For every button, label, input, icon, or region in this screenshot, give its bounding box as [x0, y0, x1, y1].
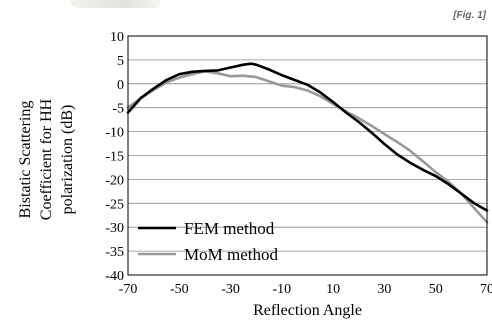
x-tick-label: -70 — [119, 282, 138, 297]
y-axis-label-line: Coefficient for HH — [38, 98, 55, 220]
x-tick-label: -50 — [170, 282, 189, 297]
y-tick-label: 10 — [110, 30, 124, 45]
figure-label: [Fig. 1] — [453, 10, 486, 21]
torn-paper-edge — [70, 0, 160, 8]
y-axis-label: Bistatic Scattering Coefficient for HH pol… — [17, 98, 76, 220]
x-tick-label: -10 — [273, 282, 292, 297]
series-lines — [126, 62, 489, 224]
y-tick-label: -5 — [112, 102, 124, 117]
legend-label: FEM method — [184, 219, 275, 238]
y-tick-label: 5 — [117, 54, 124, 69]
x-tick-label: 30 — [377, 282, 391, 297]
plot-area-frame — [127, 35, 488, 276]
y-tick-label: -25 — [105, 197, 124, 212]
y-tick-label: -20 — [105, 173, 124, 188]
grid-lines — [128, 59, 487, 252]
y-tick-label: 0 — [117, 78, 124, 93]
legend-label: MoM method — [184, 245, 278, 264]
x-tick-label: 50 — [429, 282, 443, 297]
x-tick-label: -30 — [221, 282, 240, 297]
y-axis-label-line: polarization (dB) — [59, 105, 76, 215]
y-tick-label: -35 — [105, 245, 124, 260]
y-axis-label-line: Bistatic Scattering — [17, 101, 34, 219]
y-tick-label: -40 — [105, 269, 124, 284]
y-tick-label: -30 — [105, 221, 124, 236]
series-line-mom-method — [126, 70, 489, 224]
x-tick-label: 10 — [326, 282, 340, 297]
series-line-fem-method — [126, 62, 489, 212]
x-tick-label: 70 — [480, 282, 492, 297]
x-axis-label: Reflection Angle — [253, 302, 362, 319]
y-tick-label: -15 — [105, 150, 124, 165]
legend: FEM method MoM method — [138, 219, 278, 264]
y-tick-label: -10 — [105, 126, 124, 141]
